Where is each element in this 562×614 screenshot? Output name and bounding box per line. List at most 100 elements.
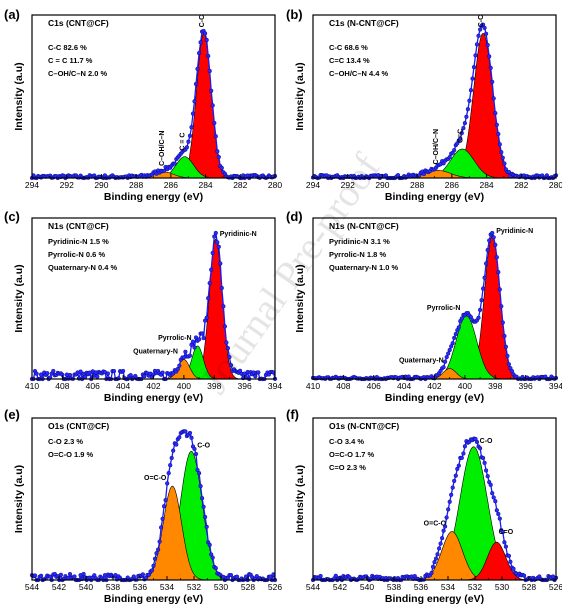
peak-label: C-C: [478, 15, 485, 27]
data-point: [215, 240, 220, 245]
data-point: [435, 552, 440, 557]
peak-label: Pyridinic-N: [496, 228, 533, 235]
data-point: [209, 267, 214, 272]
x-tick-label: 282: [233, 180, 247, 190]
x-tick-label: 532: [187, 582, 201, 592]
composition-line: C–OH/C–N 2.0 %: [48, 69, 108, 78]
data-point: [333, 573, 338, 578]
data-point: [485, 42, 490, 48]
data-point: [505, 353, 510, 358]
data-point: [479, 298, 484, 303]
data-point: [478, 446, 483, 451]
data-point: [474, 42, 480, 47]
peak-label: C-O: [480, 438, 493, 445]
data-point: [491, 235, 496, 240]
data-point: [497, 142, 502, 147]
data-point: [471, 64, 477, 70]
data-point: [268, 574, 273, 579]
data-point: [204, 315, 209, 320]
y-axis-label: Intensity (a.u): [294, 465, 306, 533]
data-point: [482, 275, 487, 280]
x-tick-label: 532: [468, 582, 482, 592]
data-point: [198, 40, 203, 45]
data-point: [503, 544, 508, 549]
data-point: [218, 261, 223, 266]
composition-line: C = C 11.7 %: [48, 56, 93, 65]
y-axis-label: Intensity (a.u): [13, 465, 25, 533]
data-point: [462, 444, 467, 449]
data-point: [441, 528, 446, 533]
data-point: [443, 359, 448, 364]
peak-component: [155, 238, 275, 380]
x-tick-label: 400: [177, 381, 191, 391]
data-point: [481, 286, 486, 291]
data-point: [490, 79, 495, 84]
peak-label: Quaternary-N: [399, 357, 444, 364]
x-tick-label: 402: [427, 381, 441, 391]
panel-b: (b) 294 292 290 288 286 284 282 280 Binding energ…: [286, 7, 562, 203]
data-point: [210, 103, 215, 108]
data-point: [204, 37, 209, 43]
data-point: [224, 340, 229, 345]
data-point: [160, 516, 165, 521]
x-tick-label: 544: [25, 582, 39, 592]
data-point: [497, 287, 502, 292]
data-point: [493, 499, 498, 504]
x-tick-label: 398: [207, 381, 221, 391]
data-point: [506, 362, 511, 367]
data-point: [494, 255, 499, 260]
data-point: [207, 68, 212, 74]
data-point: [433, 556, 439, 561]
panel-title: O1s (CNT@CF): [48, 421, 109, 431]
data-point: [58, 572, 63, 577]
data-point: [203, 514, 208, 520]
panel-label: (b): [286, 7, 303, 22]
x-tick-label: 292: [341, 180, 355, 190]
data-point: [67, 372, 73, 378]
data-point: [213, 565, 218, 571]
data-point: [187, 430, 193, 436]
x-tick-label: 530: [214, 582, 228, 592]
data-point: [222, 324, 227, 329]
data-point: [494, 122, 499, 127]
x-tick-label: 406: [367, 381, 381, 391]
data-point: [494, 508, 499, 513]
x-tick-label: 396: [238, 381, 252, 391]
data-point: [470, 76, 475, 81]
data-point: [201, 504, 206, 509]
data-point: [197, 471, 202, 476]
data-point: [461, 126, 466, 131]
data-point: [177, 363, 182, 368]
x-axis-label: Binding energy (eV): [104, 392, 203, 404]
data-point: [212, 234, 217, 239]
x-tick-label: 294: [306, 180, 320, 190]
x-tick-label: 290: [375, 180, 389, 190]
data-point: [120, 368, 126, 374]
composition-line: C-O 2.3 %: [48, 437, 83, 446]
data-point: [500, 320, 505, 325]
y-axis-label: Intensity (a.u): [13, 264, 25, 332]
data-point: [151, 563, 156, 568]
data-point: [488, 482, 493, 487]
data-point: [496, 270, 501, 275]
data-point: [432, 559, 437, 565]
data-point: [506, 169, 511, 175]
data-point: [149, 568, 155, 573]
data-point: [481, 455, 486, 461]
x-tick-label: 286: [164, 180, 178, 190]
data-point: [177, 435, 182, 440]
x-tick-label: 528: [522, 582, 536, 592]
panel-title: N1s (N-CNT@CF): [329, 221, 399, 231]
x-tick-label: 396: [519, 381, 533, 391]
data-point: [228, 363, 234, 368]
data-point: [490, 230, 495, 236]
x-tick-label: 394: [549, 381, 562, 391]
data-point: [190, 111, 196, 116]
data-point: [459, 316, 464, 321]
data-point: [225, 346, 230, 351]
x-tick-label: 282: [514, 180, 528, 190]
x-tick-label: 288: [129, 180, 143, 190]
x-tick-label: 528: [241, 582, 255, 592]
data-point: [192, 99, 197, 104]
panel-f: (f) 544 542 540 538 536 534 532 530 528 526 Binding…: [286, 407, 562, 605]
